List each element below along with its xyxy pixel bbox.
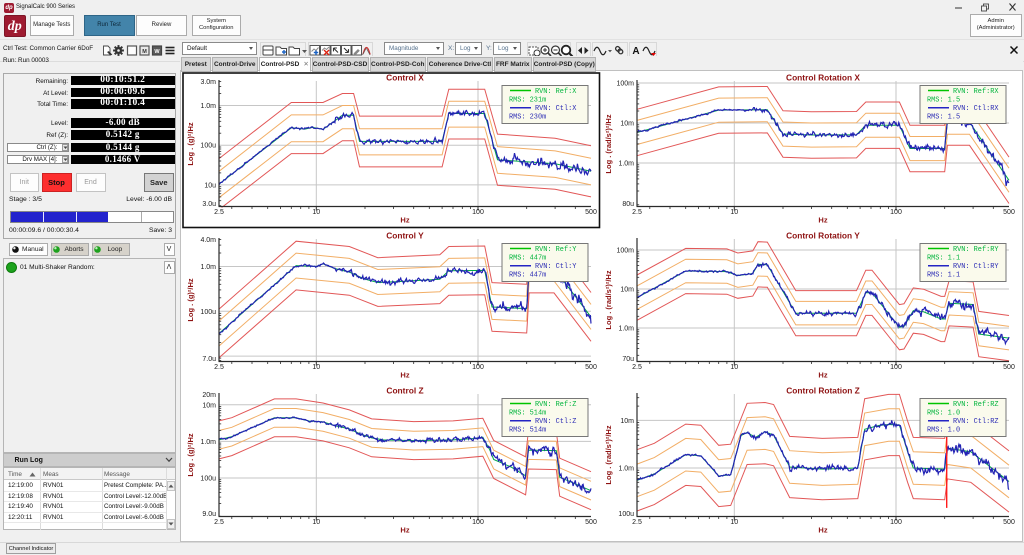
svg-text:4.0m: 4.0m bbox=[200, 237, 216, 244]
svg-text:10m: 10m bbox=[620, 287, 634, 294]
svg-text:Log . (g)²/Hz: Log . (g)²/Hz bbox=[186, 122, 195, 166]
svg-text:Control Rotation Y: Control Rotation Y bbox=[786, 231, 860, 241]
svg-text:RVN: Ctl:RY: RVN: Ctl:RY bbox=[953, 263, 999, 271]
svg-text:10: 10 bbox=[730, 364, 738, 371]
svg-text:100: 100 bbox=[890, 364, 902, 371]
svg-text:500: 500 bbox=[585, 209, 597, 216]
svg-text:Control Rotation X: Control Rotation X bbox=[786, 73, 860, 83]
svg-text:Log . (rad/s²)²/Hz: Log . (rad/s²)²/Hz bbox=[604, 425, 613, 484]
svg-text:10: 10 bbox=[730, 209, 738, 216]
svg-text:100u: 100u bbox=[200, 143, 216, 150]
svg-text:RMS: 447m: RMS: 447m bbox=[509, 255, 546, 263]
svg-text:70u: 70u bbox=[622, 356, 634, 363]
svg-text:W: W bbox=[154, 49, 160, 55]
svg-text:10: 10 bbox=[312, 209, 320, 216]
svg-text:7.0u: 7.0u bbox=[202, 356, 216, 363]
svg-text:100: 100 bbox=[890, 209, 902, 216]
svg-text:RMS: 514m: RMS: 514m bbox=[509, 410, 546, 418]
svg-text:500: 500 bbox=[1003, 209, 1015, 216]
svg-text:2.5: 2.5 bbox=[214, 364, 224, 371]
svg-text:100u: 100u bbox=[200, 309, 216, 316]
svg-text:10m: 10m bbox=[620, 418, 634, 425]
svg-text:RMS: 231m: RMS: 231m bbox=[509, 97, 546, 105]
svg-text:RVN: Ref:X: RVN: Ref:X bbox=[535, 88, 577, 96]
svg-text:Log . (g)²/Hz: Log . (g)²/Hz bbox=[186, 278, 195, 322]
svg-text:RVN: Ctl:X: RVN: Ctl:X bbox=[535, 105, 577, 113]
svg-text:100: 100 bbox=[472, 209, 484, 216]
svg-text:A: A bbox=[632, 46, 639, 57]
svg-text:RVN: Ctl:RX: RVN: Ctl:RX bbox=[953, 105, 999, 113]
svg-text:RMS: 1.0: RMS: 1.0 bbox=[927, 427, 960, 435]
svg-text:Log . (g)²/Hz: Log . (g)²/Hz bbox=[186, 433, 195, 477]
svg-text:RVN: Ref:Y: RVN: Ref:Y bbox=[535, 246, 577, 254]
svg-text:RVN: Ref:Z: RVN: Ref:Z bbox=[535, 401, 576, 409]
svg-text:3.0u: 3.0u bbox=[202, 201, 216, 208]
svg-text:1.0m: 1.0m bbox=[618, 326, 634, 333]
svg-text:Hz: Hz bbox=[818, 371, 827, 380]
svg-text:M: M bbox=[142, 49, 147, 55]
svg-text:9.0u: 9.0u bbox=[202, 511, 216, 518]
svg-text:Control X: Control X bbox=[386, 73, 424, 83]
svg-text:2.5: 2.5 bbox=[214, 519, 224, 526]
svg-text:RMS: 447m: RMS: 447m bbox=[509, 272, 546, 280]
svg-text:RMS: 514m: RMS: 514m bbox=[509, 427, 546, 435]
svg-text:RMS: 1.1: RMS: 1.1 bbox=[927, 255, 960, 263]
svg-text:3.0m: 3.0m bbox=[200, 79, 216, 86]
svg-text:1.0m: 1.0m bbox=[618, 466, 634, 473]
svg-text:100: 100 bbox=[472, 519, 484, 526]
svg-text:Log . (rad/s²)²/Hz: Log . (rad/s²)²/Hz bbox=[604, 114, 613, 173]
svg-text:10m: 10m bbox=[202, 402, 216, 409]
svg-text:80u: 80u bbox=[622, 201, 634, 208]
svg-text:RVN: Ctl:Y: RVN: Ctl:Y bbox=[535, 263, 577, 271]
svg-text:100u: 100u bbox=[618, 511, 634, 518]
svg-text:RVN: Ref:RZ: RVN: Ref:RZ bbox=[953, 401, 999, 409]
svg-text:1.0m: 1.0m bbox=[618, 161, 634, 168]
svg-text:Control Rotation Z: Control Rotation Z bbox=[786, 386, 860, 396]
svg-text:10m: 10m bbox=[620, 121, 634, 128]
svg-text:100m: 100m bbox=[616, 248, 634, 255]
svg-text:RMS: 1.1: RMS: 1.1 bbox=[927, 272, 960, 280]
svg-text:Hz: Hz bbox=[400, 371, 409, 380]
svg-text:RMS: 1.0: RMS: 1.0 bbox=[927, 410, 960, 418]
svg-text:2.5: 2.5 bbox=[214, 209, 224, 216]
svg-text:1.0m: 1.0m bbox=[200, 439, 216, 446]
svg-text:10: 10 bbox=[312, 519, 320, 526]
svg-text:100m: 100m bbox=[616, 81, 634, 88]
svg-text:10: 10 bbox=[312, 364, 320, 371]
svg-text:2.5: 2.5 bbox=[632, 209, 642, 216]
svg-text:100: 100 bbox=[472, 364, 484, 371]
svg-text:RVN: Ref:RY: RVN: Ref:RY bbox=[953, 246, 999, 254]
svg-text:10u: 10u bbox=[204, 182, 216, 189]
svg-text:RMS: 230m: RMS: 230m bbox=[509, 114, 546, 122]
svg-text:500: 500 bbox=[1003, 519, 1015, 526]
svg-text:10: 10 bbox=[730, 519, 738, 526]
svg-text:20m: 20m bbox=[202, 392, 216, 399]
svg-text:2.5: 2.5 bbox=[632, 364, 642, 371]
svg-text:RVN: Ctl:Z: RVN: Ctl:Z bbox=[535, 418, 576, 426]
svg-text:Hz: Hz bbox=[400, 526, 409, 535]
svg-text:Hz: Hz bbox=[818, 526, 827, 535]
svg-text:Hz: Hz bbox=[818, 216, 827, 225]
svg-text:Control Y: Control Y bbox=[386, 231, 424, 241]
svg-text:RMS: 1.5: RMS: 1.5 bbox=[927, 114, 960, 122]
svg-text:500: 500 bbox=[1003, 364, 1015, 371]
svg-text:Hz: Hz bbox=[400, 216, 409, 225]
svg-text:Control Z: Control Z bbox=[386, 386, 423, 396]
svg-text:500: 500 bbox=[585, 364, 597, 371]
svg-text:1.0m: 1.0m bbox=[200, 264, 216, 271]
svg-text:100: 100 bbox=[890, 519, 902, 526]
svg-text:Log . (rad/s²)²/Hz: Log . (rad/s²)²/Hz bbox=[604, 270, 613, 329]
svg-text:500: 500 bbox=[585, 519, 597, 526]
svg-text:RVN: Ref:RX: RVN: Ref:RX bbox=[953, 88, 999, 96]
svg-text:RMS: 1.5: RMS: 1.5 bbox=[927, 97, 960, 105]
svg-text:100u: 100u bbox=[200, 476, 216, 483]
svg-text:1.0m: 1.0m bbox=[200, 103, 216, 110]
svg-text:RVN: Ctl:RZ: RVN: Ctl:RZ bbox=[953, 418, 999, 426]
svg-text:2.5: 2.5 bbox=[632, 519, 642, 526]
